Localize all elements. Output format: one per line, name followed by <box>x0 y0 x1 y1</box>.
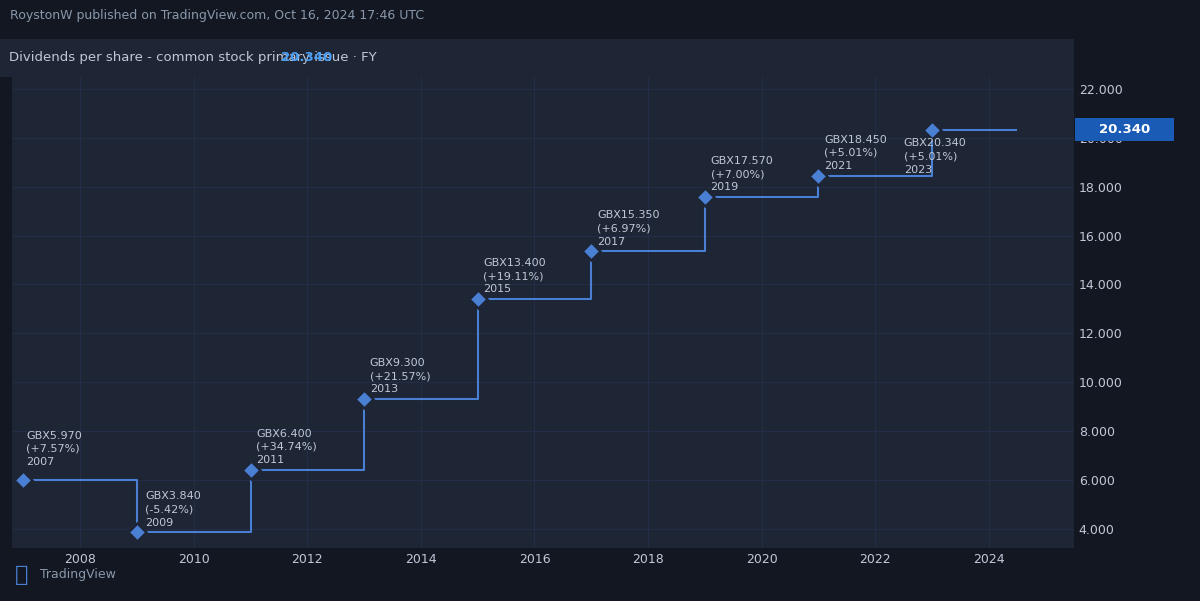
Point <box>127 528 146 537</box>
Text: GBX18.450
(+5.01%)
2021: GBX18.450 (+5.01%) 2021 <box>824 135 887 171</box>
Text: GBX13.400
(+19.11%)
2015: GBX13.400 (+19.11%) 2015 <box>484 258 546 294</box>
Text: GBX3.840
(-5.42%)
2009: GBX3.840 (-5.42%) 2009 <box>145 491 202 528</box>
Text: 20.340: 20.340 <box>281 52 332 64</box>
Text: GBX9.300
(+21.57%)
2013: GBX9.300 (+21.57%) 2013 <box>370 358 431 394</box>
Text: 20.340: 20.340 <box>1099 123 1150 136</box>
Text: GBX15.350
(+6.97%)
2017: GBX15.350 (+6.97%) 2017 <box>596 210 660 246</box>
Text: TradingView: TradingView <box>40 568 115 581</box>
Point <box>809 171 828 181</box>
Point <box>241 465 260 475</box>
Point <box>695 192 714 202</box>
Point <box>127 528 146 537</box>
Point <box>241 465 260 475</box>
Point <box>354 394 373 404</box>
Text: RoystonW published on TradingView.com, Oct 16, 2024 17:46 UTC: RoystonW published on TradingView.com, O… <box>10 9 424 22</box>
Point <box>695 192 714 202</box>
Point <box>468 294 487 304</box>
Text: GBX6.400
(+34.74%)
2011: GBX6.400 (+34.74%) 2011 <box>257 429 317 465</box>
Point <box>923 125 942 135</box>
Point <box>582 246 601 256</box>
Text: ⧆: ⧆ <box>14 564 28 585</box>
Text: GBX5.970
(+7.57%)
2007: GBX5.970 (+7.57%) 2007 <box>26 431 82 467</box>
Point <box>809 171 828 181</box>
Point <box>923 125 942 135</box>
Point <box>582 246 601 256</box>
Point <box>13 475 32 485</box>
Point <box>468 294 487 304</box>
Point <box>354 394 373 404</box>
Text: Dividends per share - common stock primary issue · FY: Dividends per share - common stock prima… <box>8 52 377 64</box>
Text: GBX20.340
(+5.01%)
2023: GBX20.340 (+5.01%) 2023 <box>904 138 966 175</box>
Text: GBX17.570
(+7.00%)
2019: GBX17.570 (+7.00%) 2019 <box>710 156 773 192</box>
Point <box>13 475 32 485</box>
